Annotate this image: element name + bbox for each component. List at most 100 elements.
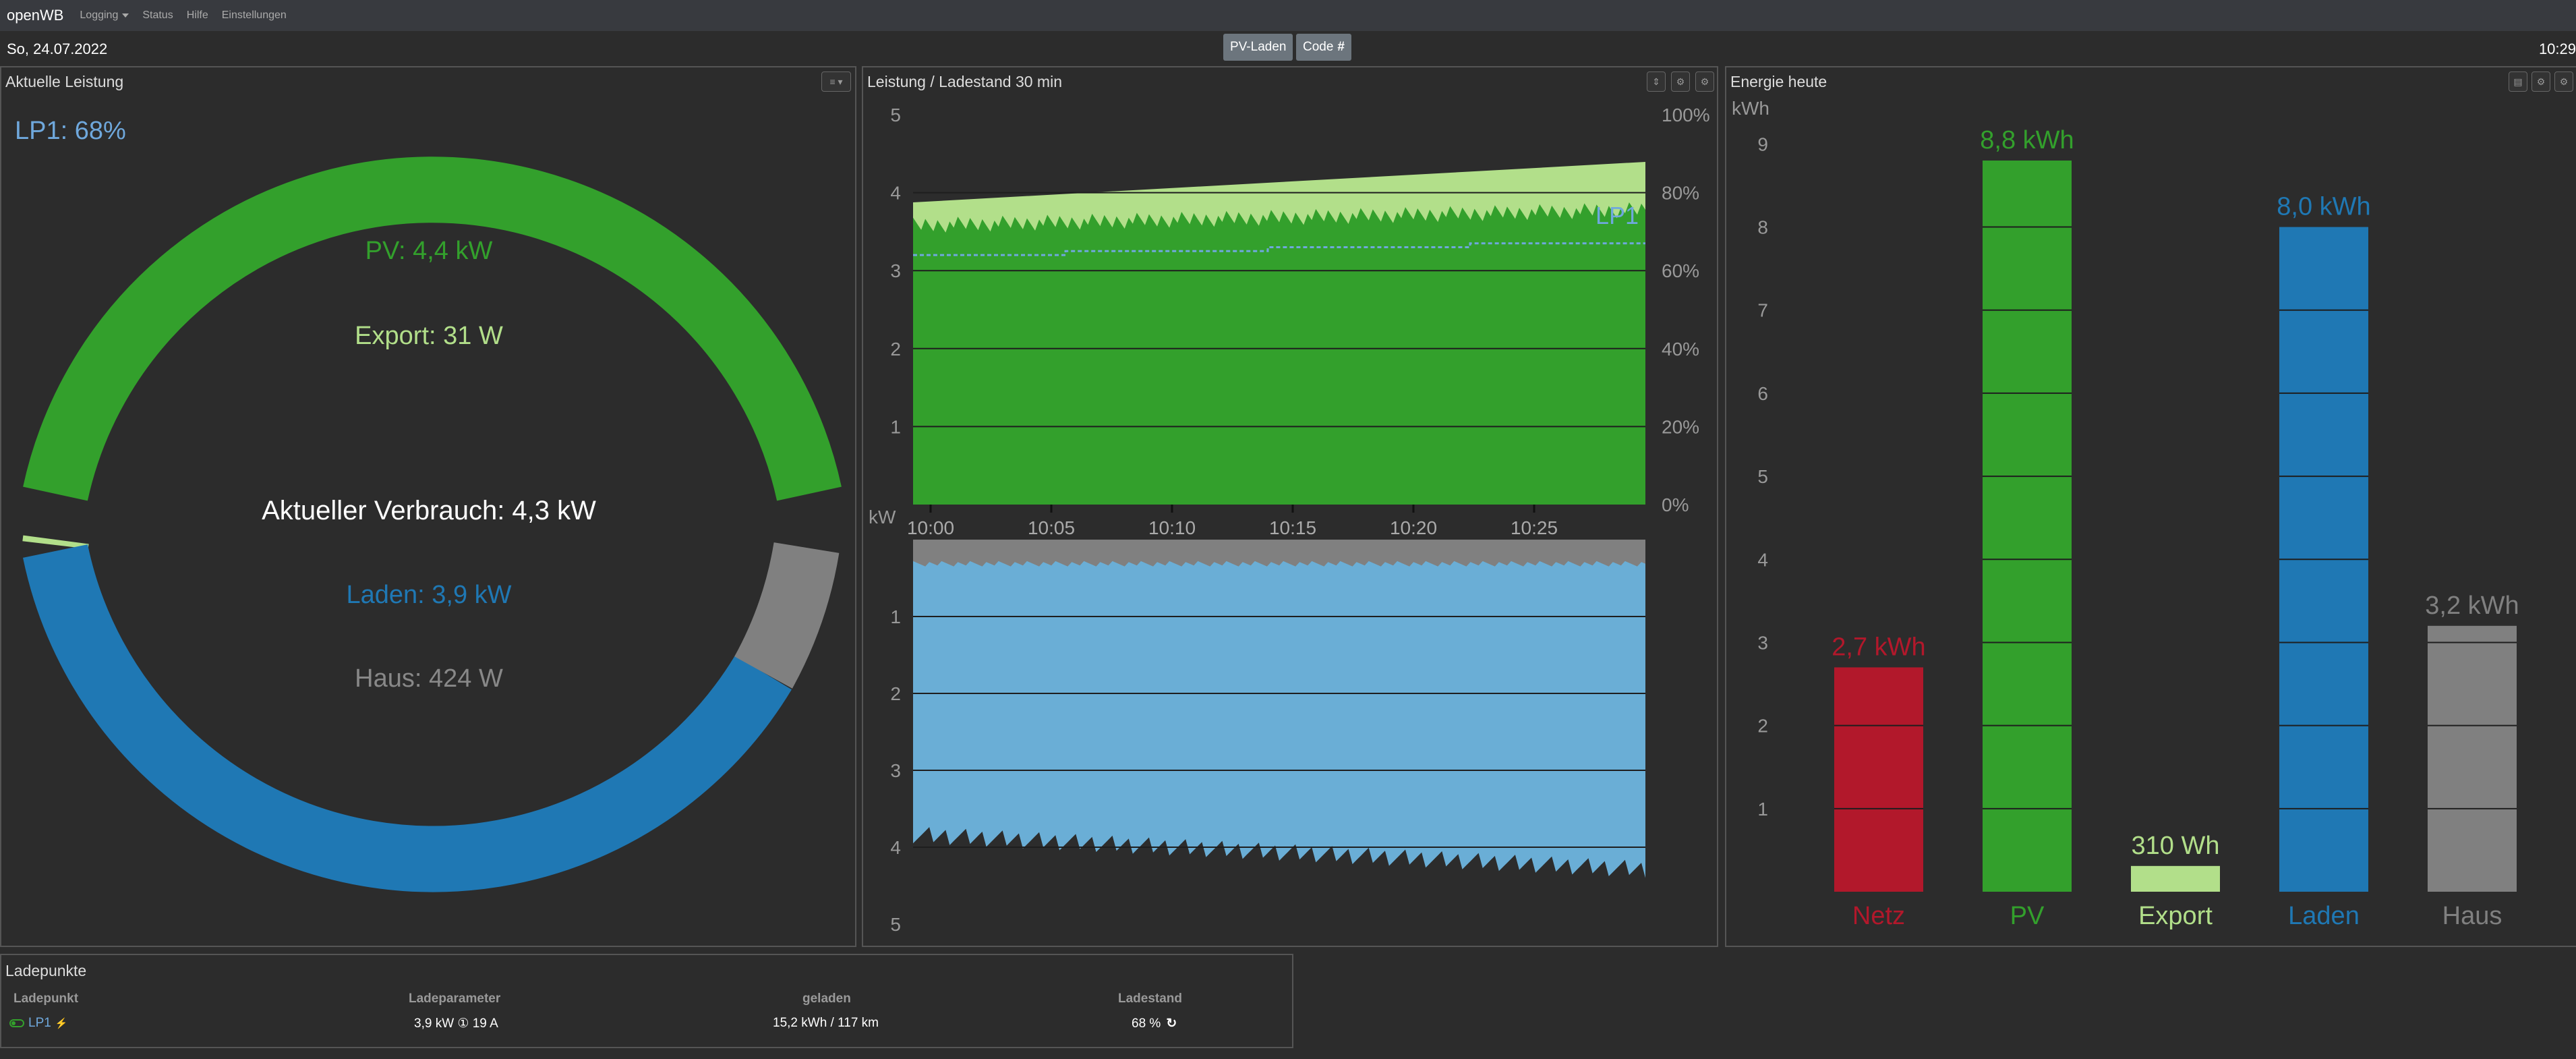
header-ladeparameter: Ladeparameter [409, 992, 501, 1006]
toggle-on-icon[interactable] [9, 1019, 24, 1027]
y-tick-label: 4 [1757, 549, 1768, 570]
soc-tick-label: 80% [1662, 183, 1699, 204]
ladepunkte-panel: Ladepunkte Ladepunkt Ladeparameter gelad… [0, 954, 1293, 1048]
soc-ticks: 100% 80% 60% 40% 20% 0% [1662, 105, 1710, 515]
lp1-soc-cell: 68 % ↻ [1132, 1016, 1177, 1031]
soc-tick-label: 60% [1662, 260, 1699, 281]
y-tick-label: 7 [1757, 300, 1768, 321]
y-tick-label: 4 [890, 183, 901, 204]
bar-haus [2428, 625, 2517, 892]
bar-value-label: 2,7 kWh [1832, 633, 1925, 661]
bar-export [2131, 865, 2220, 892]
x-tick-label: 10:20 [1390, 517, 1437, 538]
soc-tick-label: 100% [1662, 105, 1710, 125]
chevron-down-icon [122, 13, 129, 18]
history-panel-title: Leistung / Ladestand 30 min [867, 73, 1062, 90]
nav-einstellungen[interactable]: Einstellungen [221, 9, 287, 21]
nav-status[interactable]: Status [142, 9, 173, 21]
bar-value-label: 8,8 kWh [1980, 126, 2074, 154]
navbar: openWB Logging Status Hilfe Einstellunge… [0, 0, 2576, 31]
soc-tick-label: 40% [1662, 339, 1699, 360]
settings-icon[interactable]: ⚙ [1671, 71, 1690, 92]
bar-category-label: Laden [2288, 902, 2360, 930]
y-tick-label: 5 [1757, 466, 1768, 487]
energy-chart: kWh 9 8 7 6 5 4 3 2 1 2,7 kWh Netz 8,8 kWh PV 310 Wh… [1732, 98, 2519, 930]
time: 10:29 [2538, 40, 2576, 57]
bar-category-label: Export [2138, 902, 2213, 930]
top-y-ticks: 5 4 3 2 1 [890, 105, 901, 437]
refresh-icon[interactable]: ↻ [1166, 1017, 1177, 1031]
x-tick-label: 10:15 [1269, 517, 1316, 538]
arrow-icon[interactable]: ⇕ [1647, 71, 1666, 92]
y-tick-label: 1 [890, 416, 901, 437]
power-panel: Aktuelle Leistung ≡ ▾ LP1: 68% PV: 4,4 k… [0, 66, 856, 947]
header-ladepunkt: Ladepunkt [13, 992, 79, 1006]
bar-category-label: PV [2010, 902, 2045, 930]
energy-unit-label: kWh [1732, 98, 1769, 119]
x-ticks: 10:00 10:05 10:10 10:15 10:20 10:25 [907, 505, 1558, 538]
pv-laden-button[interactable]: PV-Laden [1223, 34, 1293, 61]
table-icon[interactable]: ▤ [2509, 71, 2527, 92]
y-tick-label: 2 [890, 683, 901, 704]
bar-value-label: 310 Wh [2132, 832, 2220, 860]
bar-category-label: Haus [2442, 902, 2502, 930]
y-tick-label: 2 [1757, 716, 1768, 737]
soc-tick-label: 20% [1662, 416, 1699, 437]
lp-soc-label: LP1: 68% [15, 117, 126, 145]
export-label: Export: 31 W [355, 322, 503, 350]
header-geladen: geladen [802, 992, 851, 1006]
x-tick-label: 10:05 [1028, 517, 1075, 538]
bar-category-label: Netz [1852, 902, 1905, 930]
nav-logging[interactable]: Logging [80, 9, 129, 22]
bar-netz [1834, 667, 1923, 892]
kw-unit-label: kW [869, 507, 896, 527]
header-ladestand: Ladestand [1118, 992, 1183, 1006]
menu-icon[interactable]: ≡ ▾ [821, 71, 851, 92]
date: So, 24.07.2022 [7, 40, 108, 57]
lp1-charged: 15,2 kWh / 117 km [773, 1016, 879, 1030]
consumption-label: Aktueller Verbrauch: 4,3 kW [262, 496, 596, 525]
energy-bars: 2,7 kWh Netz 8,8 kWh PV 310 Wh Export 8,0 kWh L… [1832, 126, 2519, 930]
bottom-y-ticks: 1 2 3 4 5 [890, 606, 901, 935]
export-arc [22, 535, 89, 549]
code-button-label: Code [1303, 40, 1334, 54]
pv-area [913, 202, 1645, 505]
hash-icon: # [1337, 40, 1345, 54]
energy-panel: Energie heute ▤ ⚙ ⚙ kWh 9 8 7 6 5 4 3 2 1 2,7 kW… [1725, 66, 2576, 947]
y-tick-label: 5 [890, 105, 901, 125]
history-panel: Leistung / Ladestand 30 min ⇕ ⚙ ⚙ LP1 5 4… [862, 66, 1718, 947]
bar-pv [1983, 161, 2072, 892]
lp1-soc: 68 % [1132, 1016, 1161, 1031]
laden-area [913, 561, 1645, 878]
lp1-cell[interactable]: LP1 ⚡ [9, 1016, 68, 1031]
y-tick-label: 3 [890, 260, 901, 281]
power-donut: LP1: 68% PV: 4,4 kW Export: 31 W Aktuell… [15, 117, 842, 892]
brand[interactable]: openWB [7, 7, 64, 24]
energy-panel-title: Energie heute [1730, 73, 1827, 90]
date-bar: So, 24.07.2022 PV-Laden Code # 10:29 [0, 31, 2576, 65]
power-panel-title: Aktuelle Leistung [5, 73, 124, 90]
energy-y-ticks: 9 8 7 6 5 4 3 2 1 [1757, 134, 1768, 819]
plug-icon: ⚡ [55, 1018, 68, 1029]
haus-label: Haus: 424 W [355, 664, 503, 693]
lp1-series-label: LP1 [1596, 202, 1639, 229]
gear-icon[interactable]: ⚙ [2554, 71, 2573, 92]
pv-arc [23, 156, 842, 501]
settings-icon[interactable]: ⚙ [2531, 71, 2550, 92]
y-tick-label: 1 [1757, 799, 1768, 820]
y-tick-label: 4 [890, 837, 901, 858]
y-tick-label: 9 [1757, 134, 1768, 154]
y-tick-label: 8 [1757, 217, 1768, 238]
code-button[interactable]: Code # [1296, 34, 1351, 61]
lp1-params: 3,9 kW ① 19 A [414, 1017, 498, 1031]
x-tick-label: 10:10 [1148, 517, 1196, 538]
lp1-name: LP1 [28, 1016, 51, 1030]
top-grid [913, 192, 1645, 428]
nav-logging-label: Logging [80, 9, 119, 21]
gear-icon[interactable]: ⚙ [1695, 71, 1714, 92]
x-tick-label: 10:25 [1511, 517, 1558, 538]
bottom-grid [913, 616, 1645, 848]
y-tick-label: 6 [1757, 383, 1768, 404]
nav-hilfe[interactable]: Hilfe [186, 9, 208, 21]
laden-label: Laden: 3,9 kW [346, 581, 511, 609]
